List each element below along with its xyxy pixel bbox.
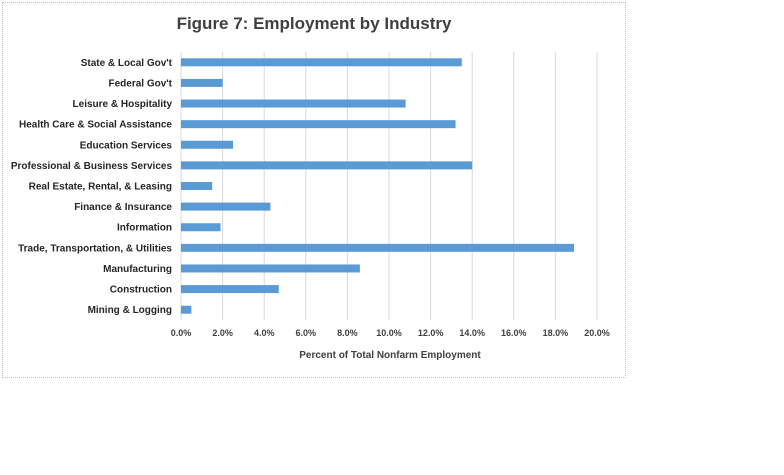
bar: [181, 223, 221, 232]
bar: [181, 161, 473, 170]
category-label: Construction: [110, 285, 172, 296]
x-tick-label: 4.0%: [254, 328, 275, 338]
category-label: Leisure & Hospitality: [73, 99, 173, 110]
bar: [181, 58, 462, 67]
x-tick-label: 2.0%: [212, 328, 233, 338]
category-label: Trade, Transportation, & Utilities: [18, 243, 172, 254]
bar: [181, 182, 213, 190]
bar: [181, 264, 360, 273]
grid-lines: [180, 52, 598, 320]
x-tick-label: 12.0%: [418, 328, 444, 338]
x-tick-label: 16.0%: [501, 328, 527, 338]
category-label: Manufacturing: [103, 264, 172, 275]
bar: [181, 243, 575, 252]
bar: [181, 285, 279, 294]
category-label: Health Care & Social Assistance: [19, 120, 172, 131]
category-label: State & Local Gov't: [81, 58, 173, 69]
chart-title: Figure 7: Employment by Industry: [177, 14, 452, 33]
category-label: Real Estate, Rental, & Leasing: [29, 182, 172, 193]
x-tick-label: 0.0%: [171, 328, 192, 338]
category-labels: State & Local Gov't Federal Gov't Leisure …: [11, 58, 173, 316]
category-label: Finance & Insurance: [74, 202, 172, 213]
bar: [181, 78, 223, 87]
category-label: Professional & Business Services: [11, 161, 173, 172]
category-label: Education Services: [80, 140, 173, 151]
bar: [181, 140, 233, 149]
x-tick-label: 10.0%: [376, 328, 402, 338]
x-axis-title: Percent of Total Nonfarm Employment: [299, 350, 481, 361]
x-tick-labels: 0.0% 2.0% 4.0% 6.0% 8.0% 10.0% 12.0% 14.0% 16.0%…: [171, 328, 610, 338]
chart-frame: [2, 2, 626, 378]
bar: [181, 305, 192, 314]
x-tick-label: 8.0%: [337, 328, 358, 338]
x-tick-label: 20.0%: [584, 328, 610, 338]
x-tick-label: 14.0%: [459, 328, 485, 338]
bar: [181, 202, 271, 211]
bar: [181, 120, 456, 129]
x-tick-label: 6.0%: [296, 328, 317, 338]
bar: [181, 99, 406, 108]
category-label: Mining & Logging: [88, 305, 172, 316]
bars: [181, 58, 575, 314]
x-tick-label: 18.0%: [543, 328, 569, 338]
category-label: Information: [117, 223, 172, 234]
category-label: Federal Gov't: [108, 78, 172, 89]
